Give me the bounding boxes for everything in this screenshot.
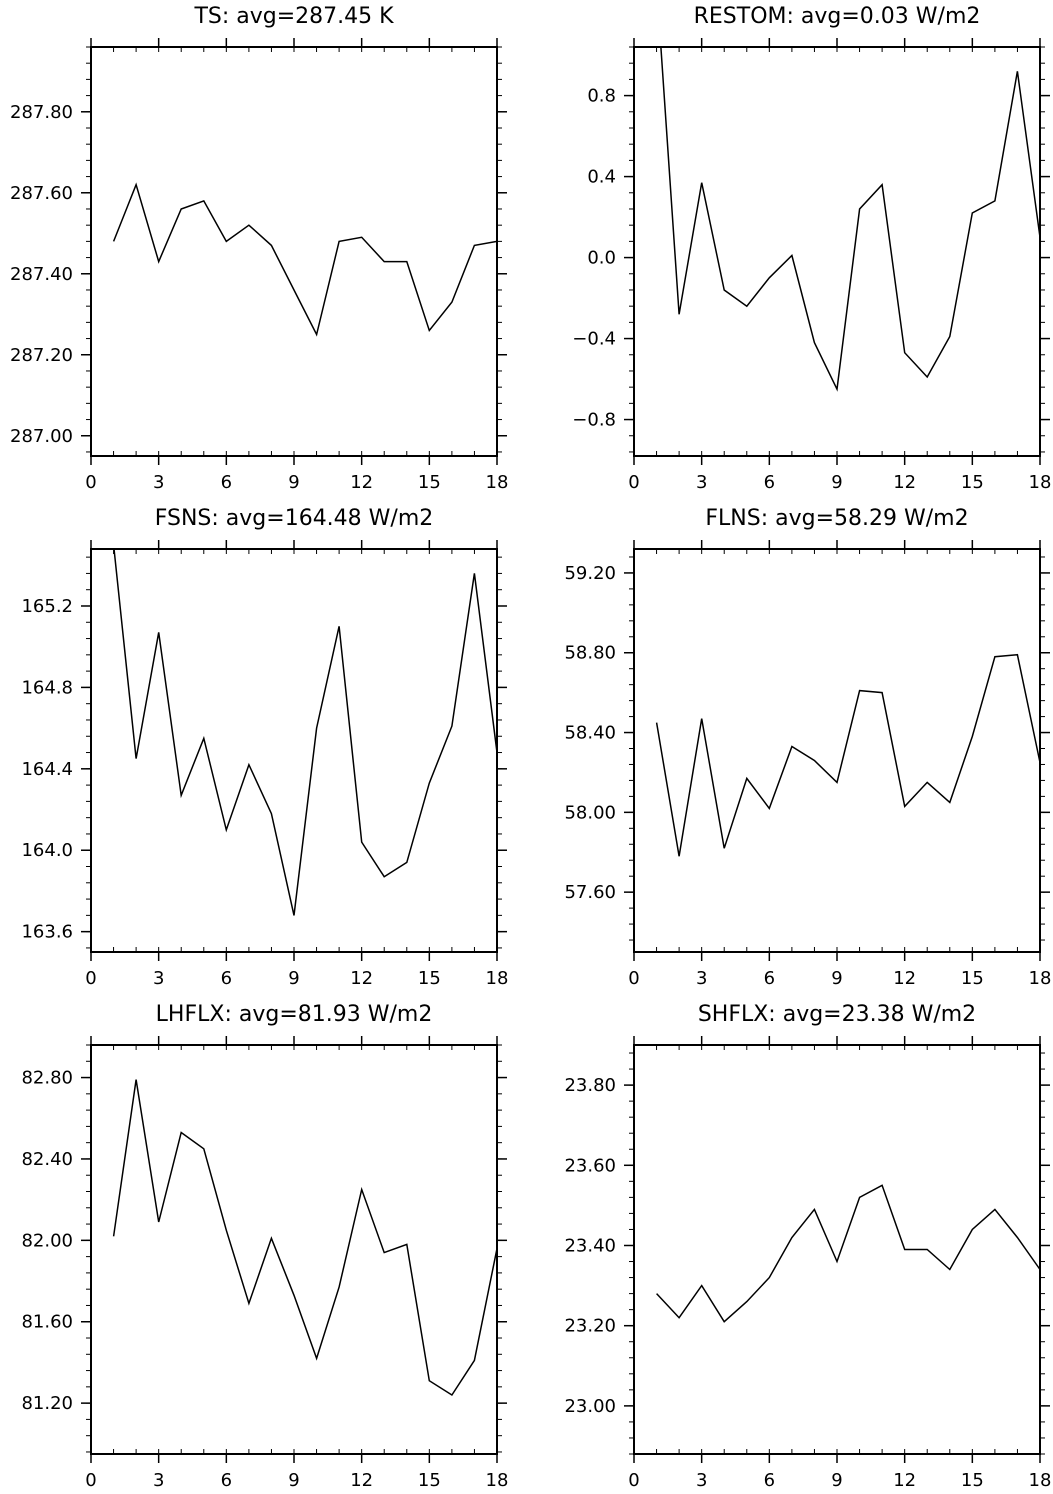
x-tick-label: 0 bbox=[85, 1470, 96, 1491]
x-tick-label: 15 bbox=[961, 968, 984, 989]
x-tick-label: 18 bbox=[486, 968, 509, 989]
y-tick-label: 81.60 bbox=[21, 1312, 73, 1333]
x-tick-label: 9 bbox=[831, 1470, 842, 1491]
chart-title: FLNS: avg=58.29 W/m2 bbox=[705, 506, 968, 531]
chart-title: FSNS: avg=164.48 W/m2 bbox=[155, 506, 434, 531]
y-tick-label: 165.2 bbox=[21, 596, 73, 617]
x-tick-label: 0 bbox=[85, 968, 96, 989]
x-tick-label: 3 bbox=[153, 472, 164, 493]
y-tick-label: 287.40 bbox=[10, 264, 73, 285]
y-tick-label: 59.20 bbox=[564, 563, 616, 584]
x-tick-label: 18 bbox=[486, 1470, 509, 1491]
x-tick-label: 12 bbox=[893, 472, 916, 493]
x-tick-label: 3 bbox=[696, 472, 707, 493]
x-tick-label: 6 bbox=[221, 1470, 232, 1491]
x-tick-label: 15 bbox=[418, 1470, 441, 1491]
y-tick-label: 0.8 bbox=[587, 86, 616, 107]
chart-panel-4: FLNS: avg=58.29 W/m2 0 3 6 9 12 15 18 57.60 58.00… bbox=[564, 506, 1051, 989]
x-tick-label: 18 bbox=[1029, 472, 1052, 493]
y-tick-label: 23.60 bbox=[564, 1155, 616, 1176]
chart-panel-5: LHFLX: avg=81.93 W/m2 0 3 6 9 12 15 18 81.20 81.6… bbox=[21, 1002, 508, 1491]
x-tick-label: 15 bbox=[418, 472, 441, 493]
y-tick-label: 164.4 bbox=[21, 759, 73, 780]
x-tick-label: 15 bbox=[418, 968, 441, 989]
y-tick-label: 57.60 bbox=[564, 882, 616, 903]
y-tick-label: 163.6 bbox=[21, 922, 73, 943]
plot-frame bbox=[633, 46, 1041, 457]
y-tick-label: 0.0 bbox=[587, 248, 616, 269]
y-tick-label: 287.80 bbox=[10, 102, 73, 123]
y-tick-label: 287.20 bbox=[10, 345, 73, 366]
series-line bbox=[660, 47, 1040, 392]
y-tick-label: 58.00 bbox=[564, 802, 616, 823]
x-tick-label: 9 bbox=[831, 968, 842, 989]
chart-title: TS: avg=287.45 K bbox=[193, 4, 394, 29]
y-tick-label: −0.8 bbox=[572, 410, 616, 431]
y-tick-label: −0.4 bbox=[572, 329, 616, 350]
x-tick-label: 12 bbox=[893, 1470, 916, 1491]
x-tick-label: 3 bbox=[153, 968, 164, 989]
y-tick-label: 23.80 bbox=[564, 1075, 616, 1096]
x-tick-label: 6 bbox=[221, 472, 232, 493]
x-tick-label: 0 bbox=[85, 472, 96, 493]
series-line bbox=[113, 549, 497, 916]
x-tick-label: 18 bbox=[1029, 1470, 1052, 1491]
series-line bbox=[655, 653, 1040, 857]
x-tick-label: 12 bbox=[350, 472, 373, 493]
y-tick-label: 58.40 bbox=[564, 723, 616, 744]
y-tick-label: 58.80 bbox=[564, 643, 616, 664]
plot-frame bbox=[90, 548, 498, 953]
x-tick-label: 3 bbox=[696, 1470, 707, 1491]
x-tick-label: 12 bbox=[350, 968, 373, 989]
x-tick-label: 3 bbox=[696, 968, 707, 989]
x-tick-label: 9 bbox=[288, 968, 299, 989]
x-tick-label: 9 bbox=[831, 472, 842, 493]
x-tick-label: 12 bbox=[893, 968, 916, 989]
x-tick-label: 3 bbox=[153, 1470, 164, 1491]
chart-title: RESTOM: avg=0.03 W/m2 bbox=[694, 4, 981, 29]
plot-frame bbox=[633, 1044, 1041, 1455]
plot-frame bbox=[90, 1044, 498, 1455]
chart-panel-2: RESTOM: avg=0.03 W/m2 0 3 6 9 12 15 18 −0.8 −0.4 0… bbox=[572, 4, 1052, 493]
y-tick-label: 23.40 bbox=[564, 1235, 616, 1256]
y-tick-label: 164.8 bbox=[21, 677, 73, 698]
x-tick-label: 6 bbox=[221, 968, 232, 989]
x-tick-label: 0 bbox=[628, 1470, 639, 1491]
y-tick-label: 23.20 bbox=[564, 1316, 616, 1337]
x-tick-label: 6 bbox=[764, 472, 775, 493]
plot-frame bbox=[633, 548, 1041, 953]
y-tick-label: 81.20 bbox=[21, 1393, 73, 1414]
x-tick-label: 0 bbox=[628, 968, 639, 989]
series-line bbox=[112, 182, 497, 337]
y-tick-label: 82.40 bbox=[21, 1149, 73, 1170]
plot-frame bbox=[90, 46, 498, 457]
x-tick-label: 9 bbox=[288, 1470, 299, 1491]
y-tick-label: 82.00 bbox=[21, 1230, 73, 1251]
x-tick-label: 18 bbox=[1029, 968, 1052, 989]
x-tick-label: 12 bbox=[350, 1470, 373, 1491]
y-tick-label: 287.00 bbox=[10, 426, 73, 447]
series-line bbox=[112, 1079, 497, 1397]
x-tick-label: 6 bbox=[764, 968, 775, 989]
chart-panel-3: FSNS: avg=164.48 W/m2 0 3 6 9 12 15 18 163.6 164.… bbox=[21, 506, 508, 989]
series-line bbox=[656, 1184, 1040, 1323]
y-tick-label: 164.0 bbox=[21, 840, 73, 861]
chart-title: SHFLX: avg=23.38 W/m2 bbox=[698, 1002, 976, 1027]
x-tick-label: 6 bbox=[764, 1470, 775, 1491]
x-tick-label: 18 bbox=[486, 472, 509, 493]
x-tick-label: 15 bbox=[961, 1470, 984, 1491]
chart-panel-6: SHFLX: avg=23.38 W/m2 0 3 6 9 12 15 18 23.00 23.2… bbox=[564, 1002, 1051, 1491]
y-tick-label: 23.00 bbox=[564, 1396, 616, 1417]
x-tick-label: 9 bbox=[288, 472, 299, 493]
y-tick-label: 0.4 bbox=[587, 167, 616, 188]
chart-title: LHFLX: avg=81.93 W/m2 bbox=[156, 1002, 433, 1027]
x-tick-label: 0 bbox=[628, 472, 639, 493]
y-tick-label: 82.80 bbox=[21, 1068, 73, 1089]
x-tick-label: 15 bbox=[961, 472, 984, 493]
y-tick-label: 287.60 bbox=[10, 183, 73, 204]
chart-panel-1: TS: avg=287.45 K 0 3 6 9 12 15 18 287.00 287.20 28… bbox=[10, 4, 508, 493]
